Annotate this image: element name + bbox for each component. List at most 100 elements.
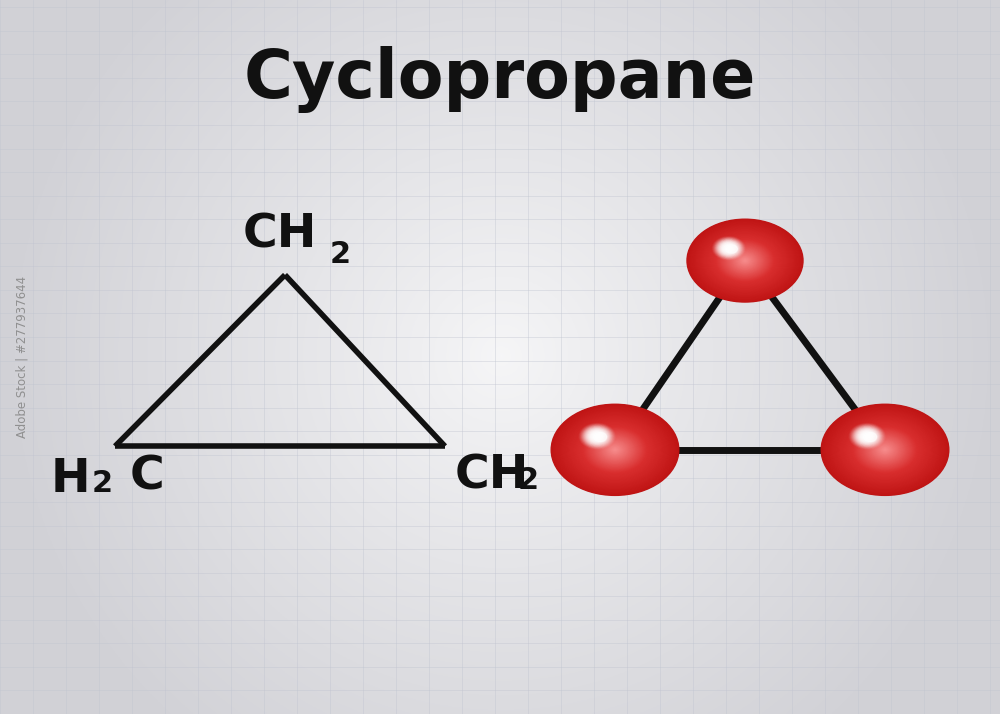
Text: 2: 2 xyxy=(329,240,351,269)
Circle shape xyxy=(736,254,754,267)
Circle shape xyxy=(855,427,880,445)
Circle shape xyxy=(856,429,914,471)
Circle shape xyxy=(836,415,934,485)
Circle shape xyxy=(730,250,760,271)
Circle shape xyxy=(726,247,764,274)
Circle shape xyxy=(842,419,928,481)
Circle shape xyxy=(862,433,908,466)
Circle shape xyxy=(743,259,747,262)
Circle shape xyxy=(869,438,901,461)
Circle shape xyxy=(859,431,875,442)
Circle shape xyxy=(726,245,737,253)
Circle shape xyxy=(602,441,628,459)
Circle shape xyxy=(595,435,599,438)
Circle shape xyxy=(596,436,634,463)
Circle shape xyxy=(706,233,784,288)
Circle shape xyxy=(566,415,664,485)
Circle shape xyxy=(883,448,887,451)
Circle shape xyxy=(561,411,669,488)
Circle shape xyxy=(859,430,876,442)
Circle shape xyxy=(707,233,783,288)
Circle shape xyxy=(562,412,668,488)
Text: C: C xyxy=(130,455,165,500)
Circle shape xyxy=(576,422,654,478)
Circle shape xyxy=(733,252,757,269)
Circle shape xyxy=(569,417,661,483)
Circle shape xyxy=(744,260,746,261)
Circle shape xyxy=(575,421,655,478)
Circle shape xyxy=(854,426,881,446)
Circle shape xyxy=(717,240,740,256)
Circle shape xyxy=(588,429,607,443)
Circle shape xyxy=(742,258,748,263)
Circle shape xyxy=(737,255,753,266)
Circle shape xyxy=(571,418,659,481)
Circle shape xyxy=(587,430,643,470)
Circle shape xyxy=(848,423,922,476)
Text: Adobe Stock | #277937644: Adobe Stock | #277937644 xyxy=(15,276,29,438)
Circle shape xyxy=(730,251,760,271)
Circle shape xyxy=(726,246,731,250)
Circle shape xyxy=(865,435,869,438)
Circle shape xyxy=(856,428,879,444)
Circle shape xyxy=(693,223,797,298)
Circle shape xyxy=(694,224,796,297)
Circle shape xyxy=(832,412,938,488)
Circle shape xyxy=(734,253,756,268)
Circle shape xyxy=(565,414,665,486)
Circle shape xyxy=(879,446,891,454)
Circle shape xyxy=(604,442,626,458)
Circle shape xyxy=(721,243,737,253)
Circle shape xyxy=(718,241,772,280)
Circle shape xyxy=(704,231,786,290)
Circle shape xyxy=(711,236,779,285)
Circle shape xyxy=(594,433,607,442)
Circle shape xyxy=(723,244,735,253)
Circle shape xyxy=(700,228,790,293)
Circle shape xyxy=(593,434,637,466)
Circle shape xyxy=(828,409,942,491)
Circle shape xyxy=(590,431,604,441)
Circle shape xyxy=(722,243,736,253)
Circle shape xyxy=(741,258,749,263)
Circle shape xyxy=(690,221,800,300)
Circle shape xyxy=(559,410,671,490)
Circle shape xyxy=(719,242,771,279)
Circle shape xyxy=(582,426,612,447)
Circle shape xyxy=(825,407,945,493)
Circle shape xyxy=(580,425,650,475)
Circle shape xyxy=(827,408,943,491)
Circle shape xyxy=(552,405,678,495)
Circle shape xyxy=(738,256,752,266)
Circle shape xyxy=(830,411,940,489)
Circle shape xyxy=(725,246,765,275)
Circle shape xyxy=(593,433,601,439)
Circle shape xyxy=(867,437,903,463)
Circle shape xyxy=(558,409,672,491)
Circle shape xyxy=(716,240,774,281)
Circle shape xyxy=(554,406,676,493)
Circle shape xyxy=(868,438,902,462)
Circle shape xyxy=(861,433,909,467)
Circle shape xyxy=(852,426,918,473)
Circle shape xyxy=(689,221,801,301)
Circle shape xyxy=(582,426,648,473)
Text: 2: 2 xyxy=(92,469,113,498)
Circle shape xyxy=(834,413,936,486)
Circle shape xyxy=(857,430,913,470)
Circle shape xyxy=(603,441,627,458)
Circle shape xyxy=(577,423,653,477)
Circle shape xyxy=(861,432,873,441)
Circle shape xyxy=(850,425,920,475)
Circle shape xyxy=(881,447,889,453)
Circle shape xyxy=(605,443,625,457)
Circle shape xyxy=(876,443,894,456)
Circle shape xyxy=(845,421,925,478)
Circle shape xyxy=(731,251,759,271)
Circle shape xyxy=(851,425,883,448)
Circle shape xyxy=(586,429,644,471)
Circle shape xyxy=(823,406,947,494)
Circle shape xyxy=(829,410,941,490)
Circle shape xyxy=(570,418,660,482)
Circle shape xyxy=(705,232,785,289)
